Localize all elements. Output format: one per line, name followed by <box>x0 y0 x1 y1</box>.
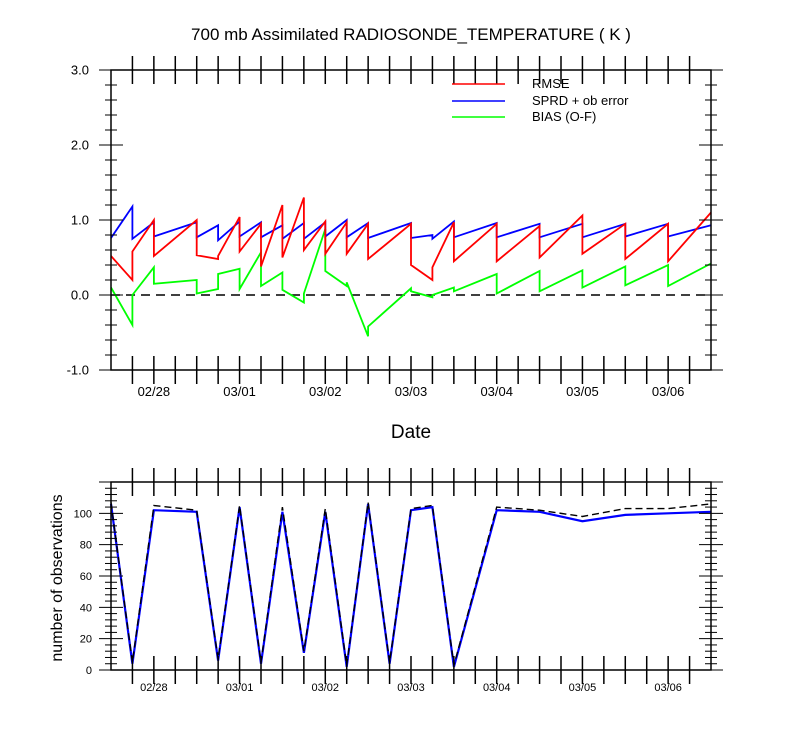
x-tick-label: 03/06 <box>654 682 682 694</box>
x-tick-label: 03/02 <box>312 682 340 694</box>
x-tick-label: 02/28 <box>140 682 168 694</box>
y-tick-label: -1.0 <box>67 363 89 378</box>
x-tick-label: 03/05 <box>566 384 599 399</box>
legend-label-sprd: SPRD + ob error <box>532 93 629 108</box>
y-axis-label-observations: number of observations <box>49 494 66 661</box>
x-tick-label: 03/05 <box>569 682 597 694</box>
x-tick-label: 02/28 <box>138 384 171 399</box>
legend-label-rmse: RMSE <box>532 76 570 91</box>
legend-label-bias: BIAS (O-F) <box>532 109 596 124</box>
x-tick-label: 03/02 <box>309 384 342 399</box>
y-tick-label: 1.0 <box>71 213 89 228</box>
x-tick-label: 03/03 <box>397 682 425 694</box>
bottom-ticks: 02/28 03/01 03/02 03/03 03/04 03/05 03/06 0 20 40… <box>74 468 723 694</box>
y-tick-label: 60 <box>80 571 92 583</box>
x-axis-label: Date <box>391 422 431 443</box>
rmse-line <box>110 197 712 283</box>
x-tick-label: 03/04 <box>480 384 513 399</box>
top-series-group <box>110 197 712 337</box>
y-tick-label: 100 <box>74 508 92 520</box>
x-tick-label: 03/01 <box>223 384 256 399</box>
bottom-series-group <box>109 502 712 668</box>
top-chart: 02/28 03/01 03/02 03/03 03/04 03/05 03/06 -1.0 0… <box>67 56 723 399</box>
bottom-chart: 02/28 03/01 03/02 03/03 03/04 03/05 03/06 0 20 40… <box>74 468 723 694</box>
y-tick-label: 0 <box>86 665 92 677</box>
y-tick-label: 20 <box>80 634 92 646</box>
x-tick-label: 03/04 <box>483 682 511 694</box>
y-tick-label: 2.0 <box>71 138 89 153</box>
x-tick-label: 03/06 <box>652 384 685 399</box>
legend: RMSE SPRD + ob error BIAS (O-F) <box>452 76 629 124</box>
x-tick-label: 03/03 <box>395 384 428 399</box>
y-tick-label: 3.0 <box>71 63 89 78</box>
x-tick-label: 03/01 <box>226 682 254 694</box>
y-tick-label: 80 <box>80 540 92 552</box>
bias-line <box>110 228 712 337</box>
top-ticks: 02/28 03/01 03/02 03/03 03/04 03/05 03/06 -1.0 0… <box>67 56 723 399</box>
chart-title: 700 mb Assimilated RADIOSONDE_TEMPERATUR… <box>191 25 631 44</box>
y-tick-label: 40 <box>80 602 92 614</box>
y-tick-label: 0.0 <box>71 288 89 303</box>
observations-possible-line <box>110 502 712 666</box>
